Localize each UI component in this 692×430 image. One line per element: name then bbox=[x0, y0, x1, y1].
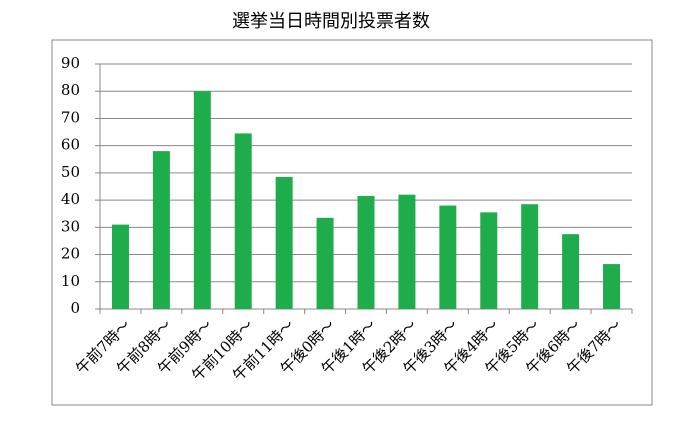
bar bbox=[193, 91, 211, 309]
y-tick-label: 10 bbox=[61, 272, 80, 290]
y-tick-label: 20 bbox=[61, 245, 80, 263]
y-tick-label: 0 bbox=[70, 299, 80, 317]
y-tick-label: 50 bbox=[61, 163, 80, 181]
chart-frame bbox=[51, 39, 653, 406]
bar bbox=[316, 217, 334, 309]
bar bbox=[480, 212, 498, 309]
chart-title: 選挙当日時間別投票者数 bbox=[232, 11, 430, 32]
bar bbox=[275, 176, 293, 309]
y-tick-label: 40 bbox=[61, 190, 80, 208]
bar bbox=[234, 133, 252, 309]
bar bbox=[357, 196, 375, 309]
y-tick-label: 70 bbox=[61, 108, 80, 126]
bar bbox=[439, 205, 457, 309]
bar bbox=[152, 151, 170, 309]
bar bbox=[521, 204, 539, 309]
y-tick-label: 60 bbox=[61, 136, 80, 154]
y-tick-label: 30 bbox=[61, 217, 80, 235]
bar bbox=[398, 194, 416, 309]
y-tick-label: 90 bbox=[61, 54, 80, 72]
bar bbox=[111, 224, 129, 309]
bar bbox=[603, 264, 621, 309]
y-tick-label: 80 bbox=[61, 81, 80, 99]
bar bbox=[562, 234, 580, 309]
